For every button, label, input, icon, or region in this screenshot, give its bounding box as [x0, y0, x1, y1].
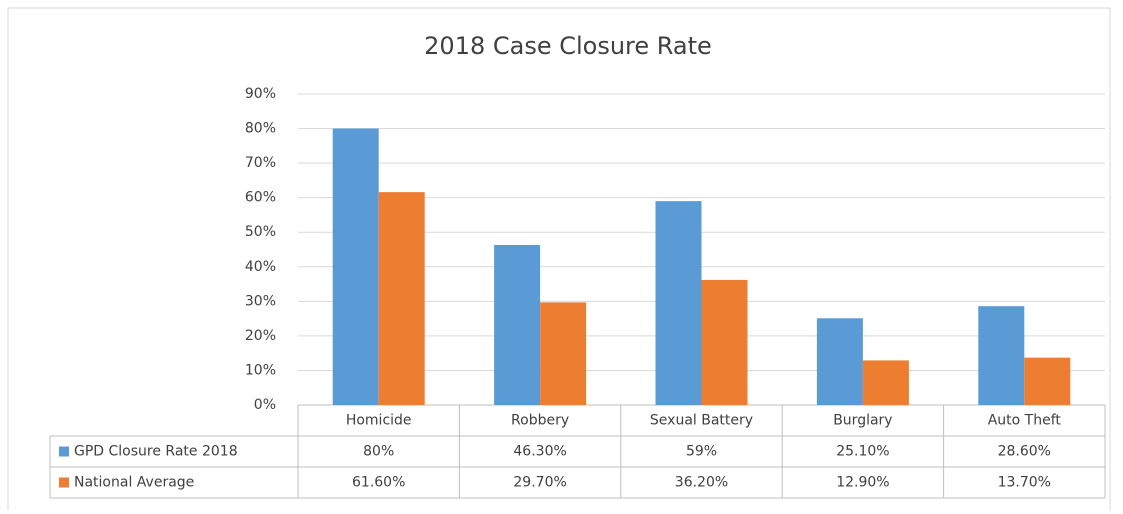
y-tick-label: 40%	[245, 259, 276, 275]
y-tick-label: 10%	[245, 362, 276, 378]
chart-border	[7, 7, 1111, 514]
chart-title: 2018 Case Closure Rate	[424, 32, 712, 60]
legend-label: National Average	[74, 475, 194, 491]
x-tick-label: Homicide	[346, 413, 412, 429]
y-tick-label: 90%	[245, 86, 276, 102]
y-tick-label: 0%	[254, 397, 276, 413]
y-tick-label: 20%	[245, 328, 276, 344]
legend-swatch	[59, 446, 69, 457]
x-tick-label: Burglary	[833, 413, 892, 429]
table-value: 25.10%	[836, 444, 889, 460]
table-value: 13.70%	[998, 475, 1051, 491]
table-value: 36.20%	[675, 475, 728, 491]
legend-label: GPD Closure Rate 2018	[74, 444, 238, 460]
table-value: 59%	[686, 444, 717, 460]
table-value: 29.70%	[513, 475, 566, 491]
y-tick-label: 50%	[245, 224, 276, 240]
bar	[332, 128, 379, 406]
bar	[540, 302, 587, 405]
table-value: 28.60%	[998, 444, 1051, 460]
y-tick-label: 60%	[245, 190, 276, 206]
y-tick-label: 70%	[245, 155, 276, 171]
bar	[1024, 357, 1071, 405]
bar	[494, 245, 541, 405]
table-value: 12.90%	[836, 475, 889, 491]
table-value: 61.60%	[352, 475, 405, 491]
x-tick-label: Sexual Battery	[650, 413, 753, 429]
bar	[378, 192, 425, 405]
table-value: 80%	[363, 444, 394, 460]
y-tick-label: 80%	[245, 121, 276, 137]
bar	[655, 201, 702, 405]
y-tick-label: 30%	[245, 293, 276, 309]
legend-swatch	[59, 477, 69, 488]
bar	[816, 318, 863, 405]
x-tick-label: Auto Theft	[988, 413, 1062, 429]
table-value: 46.30%	[513, 444, 566, 460]
bar	[701, 279, 748, 405]
bar	[978, 306, 1025, 405]
x-tick-label: Robbery	[511, 413, 569, 429]
bar	[862, 360, 909, 405]
